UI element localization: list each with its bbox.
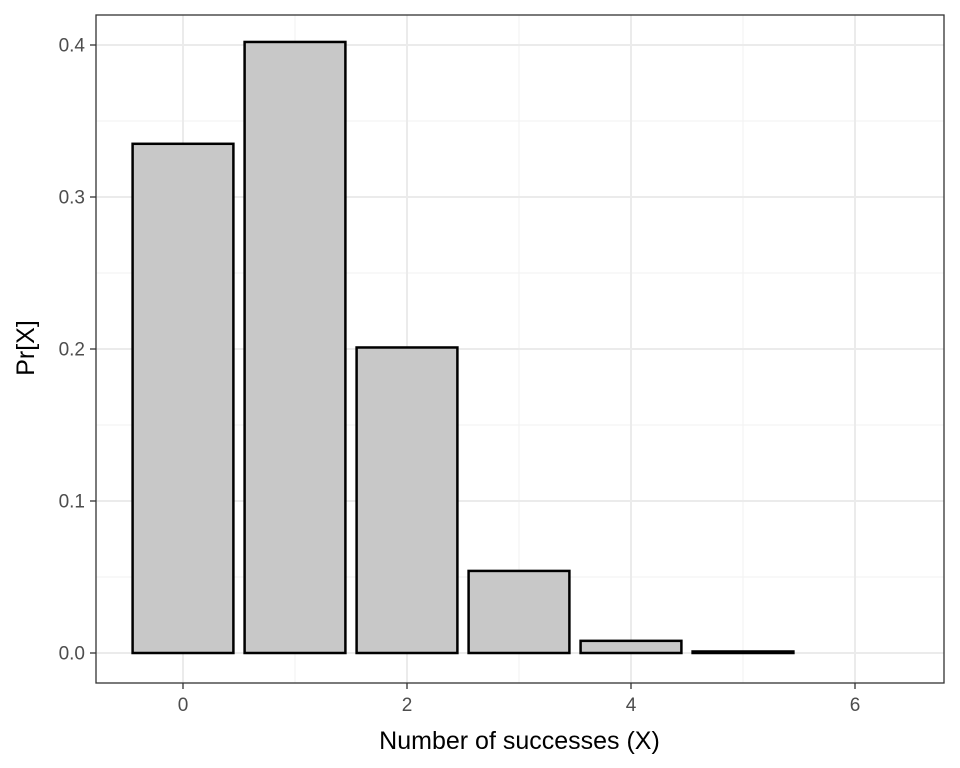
bar-x-4 [579, 639, 683, 655]
major-gridlines [96, 15, 944, 683]
bar-x-3 [467, 569, 571, 655]
x-tick-label: 6 [850, 695, 861, 716]
bars [131, 40, 795, 655]
x-tick-label: 0 [178, 695, 189, 716]
x-axis-title: Number of successes (X) [379, 727, 660, 755]
bar-x-0 [131, 142, 235, 655]
x-axis-ticks: 0 2 4 6 [178, 683, 861, 716]
bar-x-2 [355, 346, 459, 655]
y-axis-ticks: 0.0 0.1 0.2 0.3 0.4 [59, 36, 96, 665]
y-tick-label: 0.4 [59, 36, 86, 57]
bar-x-1 [243, 40, 347, 655]
y-tick-label: 0.2 [59, 340, 85, 361]
x-tick-label: 2 [402, 695, 413, 716]
y-tick-label: 0.0 [59, 644, 85, 665]
y-tick-label: 0.3 [59, 188, 85, 209]
bar-x-5 [691, 650, 795, 655]
y-tick-label: 0.1 [59, 492, 85, 513]
x-tick-label: 4 [626, 695, 637, 716]
y-axis-title: Pr[X] [12, 320, 40, 376]
